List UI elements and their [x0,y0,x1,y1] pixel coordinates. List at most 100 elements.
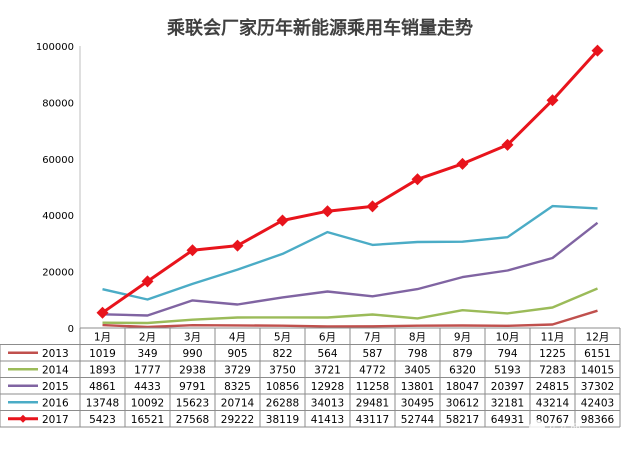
series-2013 [102,309,598,329]
legend-marker-icon [19,414,27,423]
table-cell-value: 20714 [221,397,255,409]
series-2015 [102,221,599,317]
table-cell-value: 4433 [134,381,161,393]
table-cell-value: 13801 [401,381,434,393]
data-point-marker [546,94,559,107]
table-cell-value: 879 [452,348,472,360]
table-cell-value: 41413 [311,414,344,426]
table-cell-value: 15623 [176,397,209,409]
table-cell-value: 822 [272,348,292,360]
data-point-marker [96,306,109,319]
table-cell-value: 11258 [356,381,389,393]
x-category-label: 4月 [229,332,246,344]
legend-series-name: 2014 [42,364,69,376]
y-tick-label: 0 [68,324,74,335]
table-cell-value: 27568 [176,414,209,426]
table-cell-value: 7283 [539,364,566,376]
table-cell-value: 798 [407,348,427,360]
table-cell-value: 5423 [89,414,116,426]
table-cell-value: 29481 [356,397,389,409]
table-cell-value: 12928 [311,381,344,393]
watermark-text: 车东西 [548,421,581,435]
table-cell-value: 3721 [314,364,341,376]
data-point-marker [591,44,604,57]
table-cell-value: 43214 [536,397,570,409]
data-table: 1月 2月 3月 4月 5月 6月 7月 8月 9月 10月 11月 12月 2013 1019 349 99… [0,327,621,428]
table-cell-value: 38119 [266,414,299,426]
table-cell-value: 10856 [266,381,300,393]
legend-series-name: 2016 [42,397,69,409]
x-category-label: 2月 [139,332,156,344]
table-cell-value: 4861 [89,381,116,393]
table-cell-value: 1777 [134,364,161,376]
series-line-2016 [102,204,598,301]
y-tick-label: 60000 [42,155,74,166]
x-category-label: 3月 [184,332,201,344]
table-cell-value: 13748 [86,397,119,409]
table-cell-value: 349 [137,348,157,360]
y-tick-label: 80000 [42,98,74,109]
data-point-marker [321,205,334,218]
table-cell-value: 30612 [446,397,479,409]
table-cell-value: 1019 [89,348,116,360]
y-tick-label: 100000 [36,42,74,53]
data-point-marker [366,200,379,213]
watermark-logo-icon [529,420,545,436]
table-cell-value: 4772 [359,364,386,376]
x-category-label: 10月 [496,332,520,344]
x-category-label: 12月 [586,332,610,344]
table-cell-value: 794 [497,348,517,360]
table-cell-value: 80767 [536,414,569,426]
legend-series-name: 2015 [42,381,69,393]
table-cell-value: 587 [362,348,382,360]
table-cell-value: 6151 [584,348,611,360]
table-cell-value: 64931 [491,414,524,426]
table-cell-value: 34013 [311,397,344,409]
table-cell-value: 2938 [179,364,206,376]
table-cell-value: 26288 [266,397,299,409]
watermark: 车东西 [529,420,581,436]
table-cell-value: 58217 [446,414,479,426]
data-point-marker [411,173,424,186]
x-category-label: 8月 [409,332,426,344]
series-2016 [102,204,598,301]
table-cell-value: 30495 [401,397,434,409]
table-cell-value: 10092 [131,397,164,409]
table-cell-value: 905 [227,348,247,360]
series-group [96,44,604,329]
legend-series-name: 2013 [42,348,69,360]
table-cell-value: 1225 [539,348,566,360]
table-cell-value: 98366 [581,414,615,426]
table-cell-value: 20397 [491,381,524,393]
data-point-marker [141,275,154,288]
table-cell-value: 564 [317,348,337,360]
table-cell-value: 990 [182,348,202,360]
data-point-marker [186,244,199,257]
x-category-label: 11月 [541,332,565,344]
data-point-marker [501,138,514,151]
table-cell-value: 3750 [269,364,296,376]
table-cell-value: 9791 [179,381,206,393]
x-category-label: 1月 [94,332,111,344]
table-cell-value: 3729 [224,364,251,376]
axes: 0 20000 40000 60000 80000 100000 [36,42,81,335]
y-tick-label: 20000 [42,268,74,279]
table-cell-value: 29222 [221,414,254,426]
series-line-2013 [102,309,598,329]
table-cell-value: 32181 [491,397,524,409]
series-2017 [96,44,604,319]
y-tick-label: 40000 [42,211,74,222]
series-line-2014 [102,287,598,325]
data-point-marker [231,239,244,252]
x-category-label: 9月 [454,332,471,344]
table-cell-value: 1893 [89,364,116,376]
table-cell-value: 6320 [449,364,476,376]
table-cell-value: 18047 [446,381,479,393]
x-category-label: 6月 [319,332,336,344]
table-cell-value: 16521 [131,414,164,426]
table-cell-value: 52744 [401,414,435,426]
series-line-2015 [102,221,599,317]
data-point-marker [456,157,469,170]
